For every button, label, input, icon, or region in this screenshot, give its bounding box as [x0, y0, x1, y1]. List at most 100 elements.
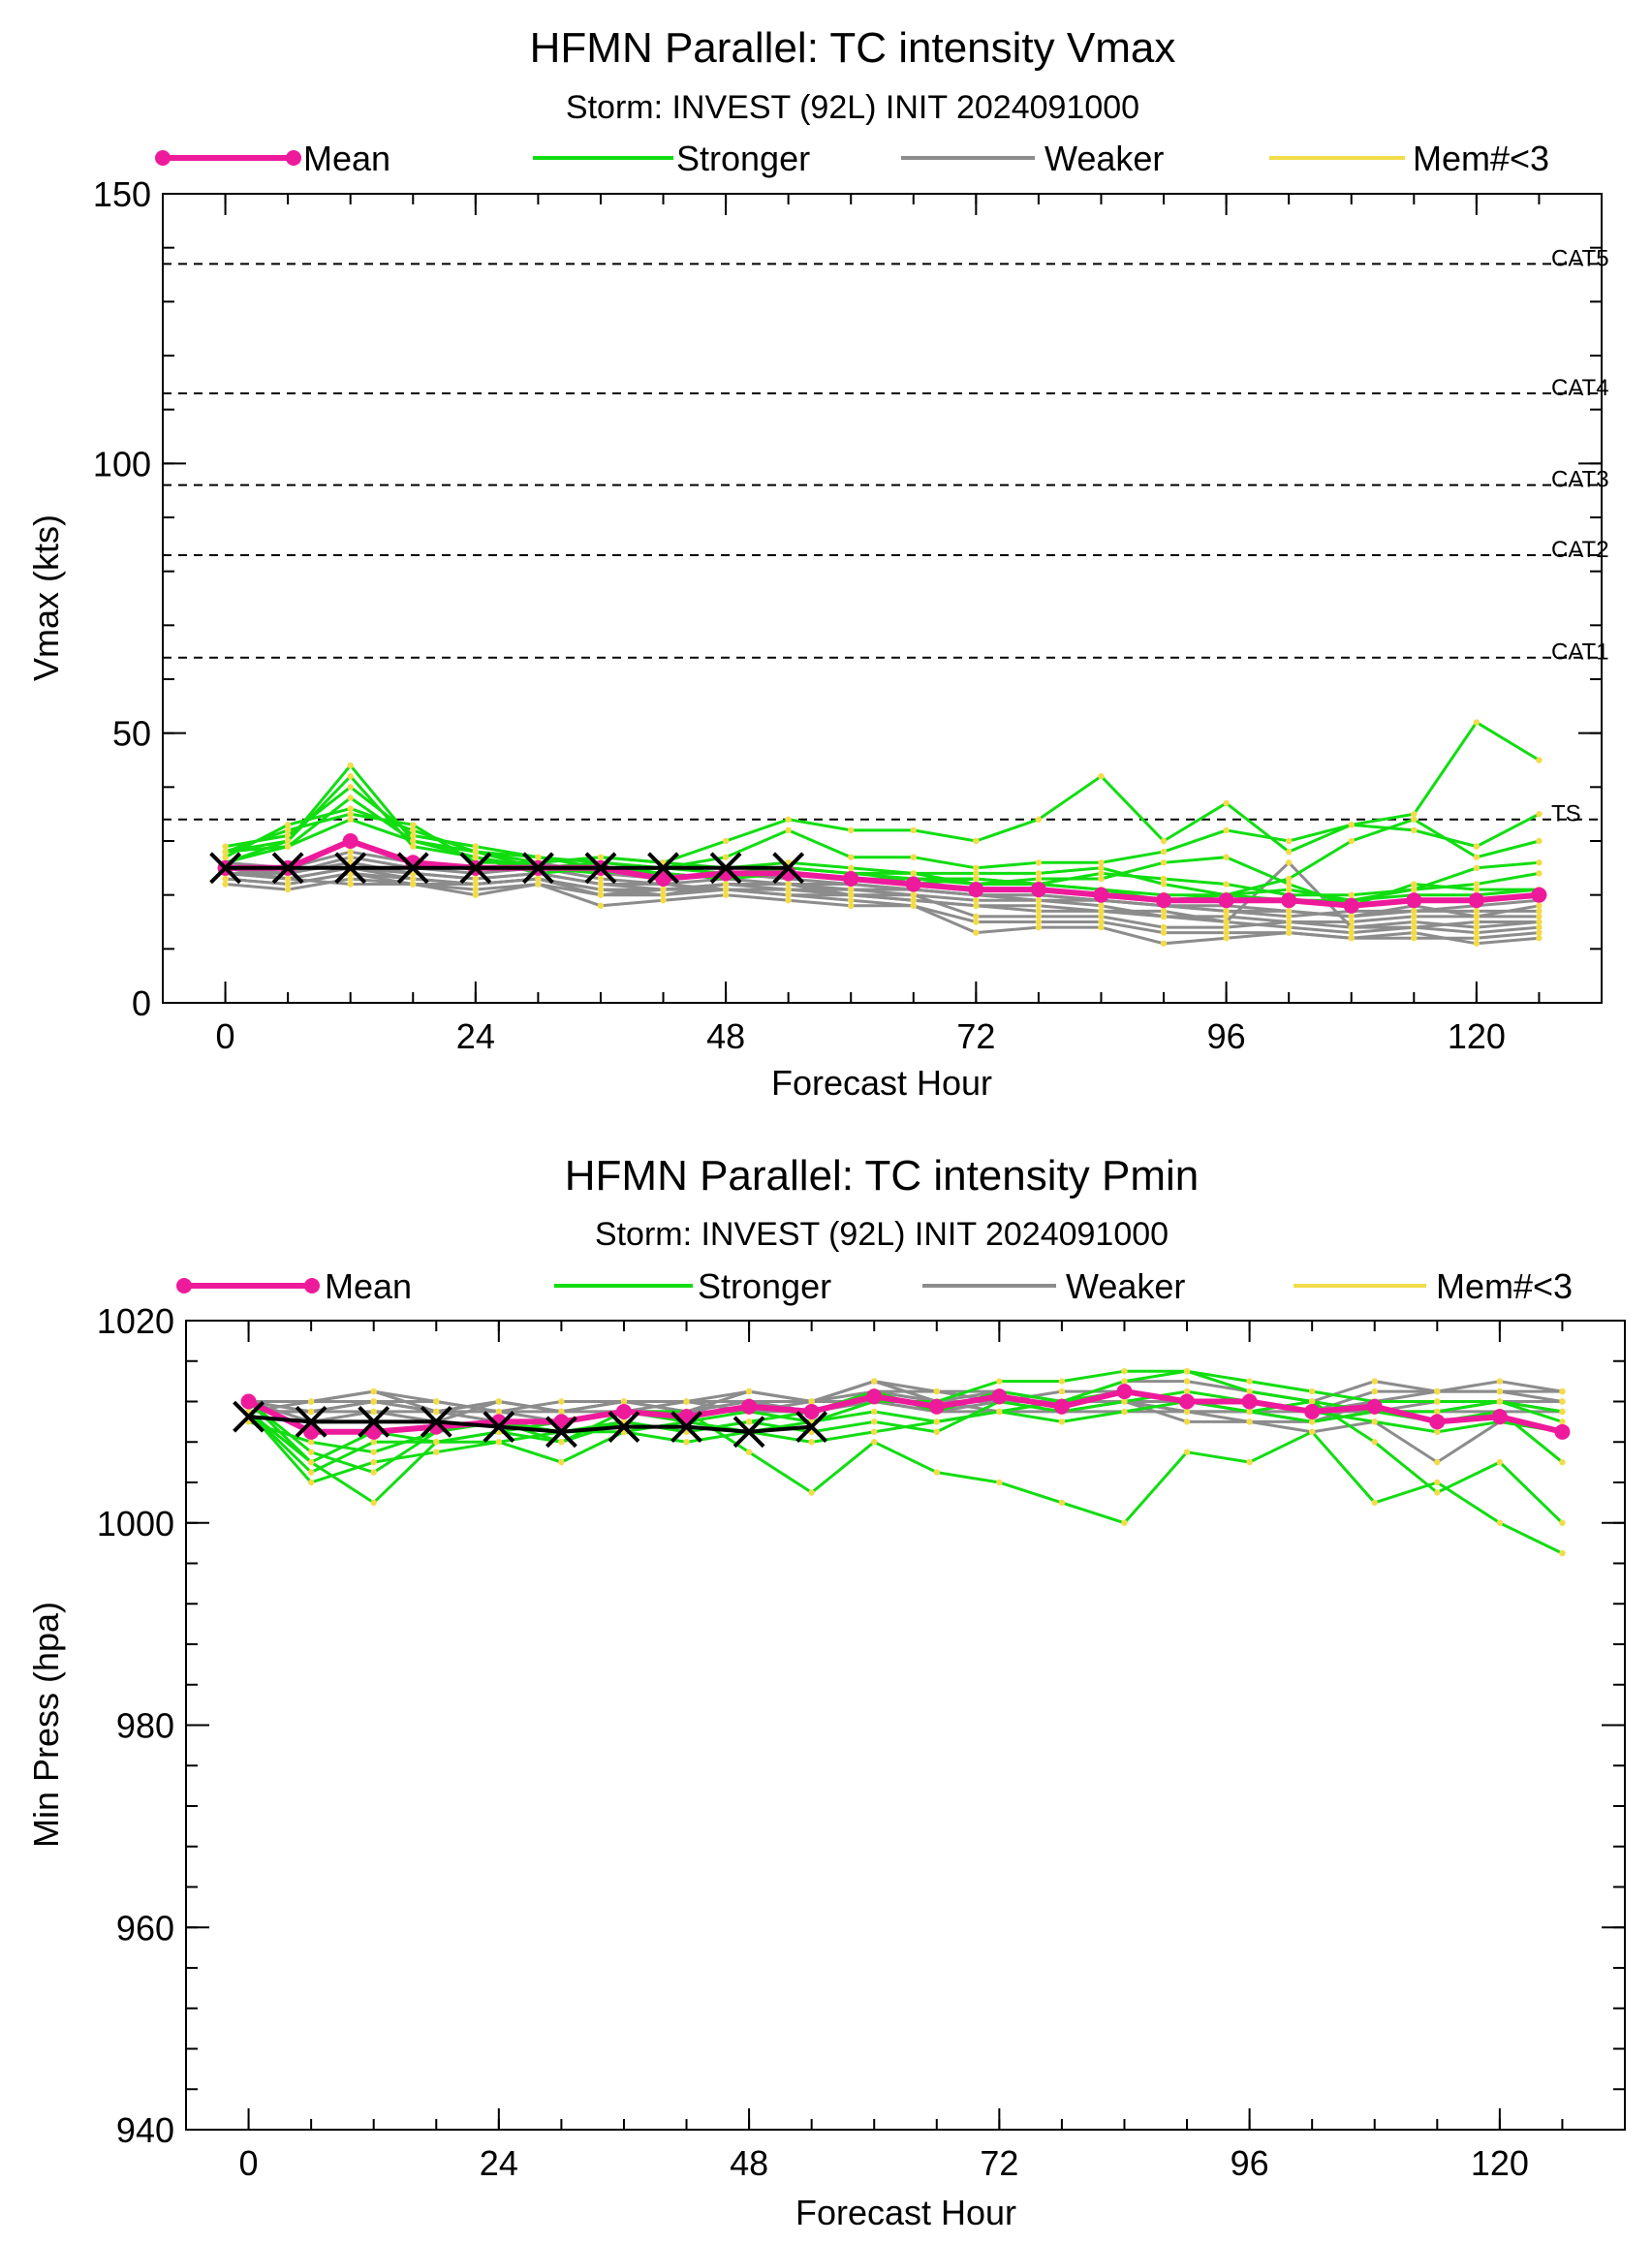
vmax-weaker-point [1035, 913, 1043, 920]
pmin-weaker-point [808, 1398, 815, 1405]
pmin-stronger-point [370, 1499, 377, 1507]
vmax-weaker-point [472, 886, 480, 893]
pmin-weaker-point [1371, 1378, 1378, 1385]
vmax-stronger-point [1536, 810, 1543, 818]
vmax-weaker-point [1160, 923, 1168, 931]
vmax-weaker-point [597, 902, 605, 909]
pmin-mean-point [1116, 1384, 1133, 1400]
pmin-mean-point [1366, 1398, 1383, 1415]
vmax-ytick-label: 50 [112, 714, 151, 754]
vmax-xtick-label: 96 [1207, 1016, 1246, 1056]
vmax-mean-point [1156, 892, 1172, 909]
pmin-weaker-point [1434, 1458, 1441, 1466]
pmin-weaker-point [1559, 1387, 1566, 1395]
vmax-observed-marker [772, 852, 805, 885]
vmax-stronger-point [347, 810, 354, 818]
vmax-ytick-label: 150 [93, 174, 151, 214]
vmax-stronger-point [910, 826, 917, 834]
vmax-weaker-point [1285, 919, 1293, 925]
vmax-observed-marker [647, 852, 679, 885]
pmin-stronger-point [370, 1469, 377, 1476]
vmax-stronger-point [973, 870, 980, 877]
vmax-weaker-point [1223, 935, 1230, 942]
pmin-observed-marker [795, 1411, 828, 1444]
vmax-weaker-point [1160, 908, 1168, 915]
vmax-stronger-point [848, 826, 855, 834]
vmax-weaker-point [785, 886, 792, 893]
vmax-stronger-point [910, 854, 917, 860]
vmax-chart-subtitle: Storm: INVEST (92L) INIT 2024091000 [566, 89, 1139, 126]
pmin-stronger-point [871, 1428, 878, 1436]
vmax-weaker-point [1411, 913, 1418, 920]
vmax-weaker-point [1098, 913, 1105, 920]
vmax-stronger-point [284, 837, 292, 845]
pmin-mean-point [1241, 1393, 1258, 1410]
vmax-weaker-point [1536, 908, 1543, 915]
vmax-stronger-point [1035, 875, 1043, 883]
vmax-stronger-point [1098, 859, 1105, 866]
vmax-stronger-point [1098, 773, 1105, 780]
pmin-legend-mem: Mem#<3 [1436, 1266, 1573, 1306]
vmax-stronger-point [1035, 870, 1043, 877]
vmax-stronger-point [1473, 886, 1481, 893]
pmin-stronger-point [1308, 1428, 1316, 1436]
pmin-stronger-point [996, 1378, 1003, 1385]
vmax-stronger-point [410, 832, 417, 839]
vmax-stronger-point [1160, 875, 1168, 883]
pmin-observed-marker [670, 1411, 702, 1444]
pmin-mean-point [991, 1388, 1008, 1405]
vmax-legend-mem: Mem#<3 [1413, 139, 1549, 178]
vmax-stronger-point [1411, 810, 1418, 818]
vmax-weaker-point [472, 875, 480, 883]
vmax-weaker-point [597, 891, 605, 898]
vmax-threshold-label: CAT4 [1551, 375, 1609, 401]
pmin-stronger-point [1559, 1549, 1566, 1557]
pmin-stronger-point [933, 1418, 940, 1425]
vmax-threshold-label: CAT2 [1551, 537, 1609, 563]
vmax-stronger-point [410, 837, 417, 845]
pmin-ytick-label: 1020 [97, 1301, 174, 1341]
vmax-stronger-point [1098, 864, 1105, 872]
pmin-mean-point [1053, 1398, 1070, 1415]
vmax-xtick-label: 24 [456, 1016, 495, 1056]
vmax-mean-point [1218, 892, 1234, 909]
vmax-stronger-point [284, 832, 292, 839]
pmin-weaker-point [307, 1408, 315, 1416]
pmin-ytick-label: 960 [116, 1908, 174, 1948]
vmax-mean-point [843, 870, 859, 887]
vmax-weaker-point [973, 902, 980, 909]
pmin-stronger-point [1058, 1499, 1066, 1507]
pmin-stronger-point [1183, 1449, 1191, 1455]
vmax-stronger-point [848, 864, 855, 872]
vmax-stronger-point [410, 826, 417, 834]
vmax-stronger-point [347, 773, 354, 780]
pmin-stronger-point [1434, 1428, 1441, 1436]
vmax-stronger-point [1285, 881, 1293, 888]
pmin-xtick-label: 48 [730, 2143, 768, 2183]
pmin-chart-title: HFMN Parallel: TC intensity Pmin [565, 1152, 1199, 1200]
pmin-stronger-point [996, 1408, 1003, 1416]
vmax-weaker-point [1098, 919, 1105, 925]
vmax-observed-marker [521, 852, 554, 885]
pmin-stronger-point [683, 1439, 690, 1446]
vmax-stronger-point [1411, 826, 1418, 834]
pmin-observed-marker [483, 1411, 515, 1444]
pmin-stronger-point [808, 1489, 815, 1496]
vmax-weaker-point [472, 881, 480, 888]
vmax-stronger-point [1536, 757, 1543, 764]
pmin-weaker-point [1496, 1378, 1504, 1385]
vmax-stronger-point [1473, 854, 1481, 860]
pmin-observed-marker [358, 1405, 390, 1438]
pmin-weaker-point [1183, 1408, 1191, 1416]
pmin-stronger-line [247, 1389, 1563, 1464]
vmax-stronger-point [973, 864, 980, 872]
pmin-mean-point [866, 1388, 883, 1405]
vmax-weaker-point [410, 881, 417, 888]
vmax-mean-point [1406, 892, 1422, 909]
vmax-weaker-point [785, 881, 792, 888]
vmax-mean-point [905, 876, 921, 892]
vmax-stronger-point [284, 843, 292, 850]
vmax-stronger-point [222, 848, 229, 856]
vmax-ylabel: Vmax (kts) [26, 514, 66, 681]
